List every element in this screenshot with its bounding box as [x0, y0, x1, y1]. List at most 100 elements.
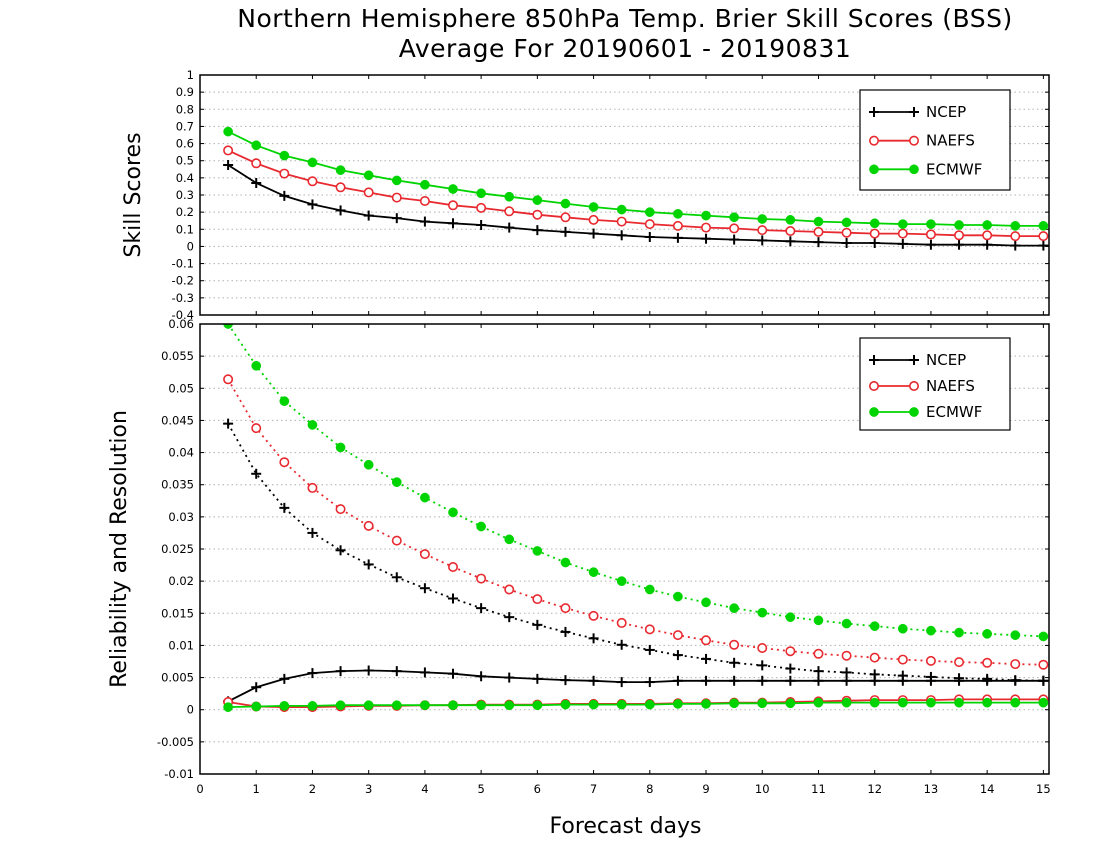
x-tick-label: 15: [1036, 782, 1051, 796]
legend: NCEP NAEFS ECMWF: [859, 89, 1011, 191]
x-tick-label: 9: [702, 782, 709, 796]
data-point: [926, 697, 936, 708]
legend-marker-end: [909, 407, 919, 417]
data-point: [476, 202, 487, 213]
data-point: [982, 230, 993, 241]
data-point: [251, 423, 262, 434]
y-tick-label: 0.5: [176, 154, 194, 168]
data-point: [785, 226, 796, 237]
y-tick-label: 0.8: [176, 102, 194, 116]
y-tick-label: 0.6: [176, 137, 194, 151]
data-point: [729, 639, 740, 650]
legend-label: ECMWF: [926, 403, 982, 421]
chart-title-line1: Northern Hemisphere 850hPa Temp. Brier S…: [237, 4, 1013, 33]
data-point: [307, 701, 318, 711]
data-point: [251, 360, 262, 371]
data-point: [897, 697, 908, 708]
data-point: [954, 230, 965, 241]
panel-2: -0.01 -0.005 0 0.005 0.01 0.015 0.02 0.025 0.03 0…: [107, 317, 1051, 839]
data-point: [954, 220, 964, 230]
data-point: [701, 597, 711, 608]
y-tick-label: 0.045: [161, 413, 194, 427]
data-point: [504, 700, 515, 711]
data-point: [532, 700, 543, 711]
data-point: [644, 584, 655, 595]
data-point: [869, 621, 880, 631]
data-point: [954, 657, 965, 668]
legend-entry-ncep: NCEP: [869, 103, 966, 121]
data-point: [476, 521, 486, 532]
data-point: [841, 650, 852, 661]
data-point: [982, 629, 993, 639]
panel-1: -0.4 -0.3 -0.2 -0.1 0 0.1 0.2 0.3 0.4 0.5 0.6 0.7 0.…: [121, 68, 1050, 322]
legend-marker-end: [908, 380, 919, 391]
data-point: [560, 699, 571, 710]
data-point: [1010, 630, 1021, 640]
legend-entry-ecmwf: ECMWF: [869, 403, 982, 421]
data-point: [419, 549, 430, 560]
data-point: [560, 557, 571, 568]
series-naefs: [223, 145, 1049, 242]
y-tick-label: 0.05: [168, 381, 194, 395]
data-point: [673, 699, 683, 709]
y-tick-label: 1: [187, 68, 194, 82]
data-point: [1010, 659, 1021, 670]
data-point: [982, 697, 993, 708]
series-line: [227, 423, 1044, 682]
x-tick-label: 5: [477, 782, 484, 796]
data-point: [307, 420, 318, 430]
plot-frame: [199, 74, 1050, 316]
data-point: [757, 214, 768, 224]
data-point: [785, 646, 796, 657]
x-tick-label: 11: [811, 782, 826, 796]
series-ecmwf-reliability: [223, 697, 1049, 712]
data-point: [841, 217, 852, 228]
legend-marker-end: [908, 135, 919, 146]
data-point: [1010, 221, 1021, 231]
y-tick-label: 0.005: [161, 671, 194, 685]
legend-entry-naefs: NAEFS: [868, 132, 975, 150]
legend-marker-start: [868, 380, 879, 391]
data-point: [644, 207, 655, 217]
x-tick-label: 4: [421, 782, 428, 796]
legend-marker-start: [868, 135, 879, 146]
data-point: [813, 697, 824, 708]
data-point: [1038, 697, 1049, 708]
data-point: [588, 610, 599, 621]
data-point: [926, 625, 936, 636]
data-point: [532, 195, 543, 205]
data-point: [616, 699, 627, 710]
data-point: [1010, 697, 1021, 708]
data-point: [251, 158, 262, 169]
data-point: [279, 150, 290, 161]
x-tick-label: 12: [867, 782, 882, 796]
plot-frame: [199, 323, 1050, 775]
y-tick-label: -0.2: [172, 274, 194, 288]
data-point: [391, 700, 402, 711]
data-point: [1038, 631, 1049, 642]
data-point: [476, 188, 486, 199]
legend-box: [859, 337, 1011, 431]
legend-entry-naefs: NAEFS: [868, 377, 975, 395]
data-point: [363, 520, 374, 531]
x-tick-label: 2: [309, 782, 316, 796]
data-point: [223, 374, 234, 385]
data-point: [757, 698, 768, 709]
data-point: [335, 504, 346, 515]
data-point: [729, 212, 739, 223]
data-point: [588, 202, 599, 212]
data-point: [897, 654, 908, 665]
data-point: [223, 126, 233, 137]
data-point: [701, 699, 711, 709]
y-tick-label: 0.025: [161, 542, 194, 556]
data-point: [785, 698, 796, 709]
data-point: [504, 534, 515, 545]
y-axis-label: Reliability and Resolution: [107, 410, 132, 688]
data-point: [391, 175, 402, 186]
data-point: [532, 209, 543, 220]
x-tick-label: 0: [196, 782, 203, 796]
data-point: [897, 228, 908, 239]
y-tick-label: 0.4: [176, 171, 194, 185]
y-tick-label: 0: [187, 239, 194, 253]
y-tick-label: -0.005: [157, 735, 194, 749]
